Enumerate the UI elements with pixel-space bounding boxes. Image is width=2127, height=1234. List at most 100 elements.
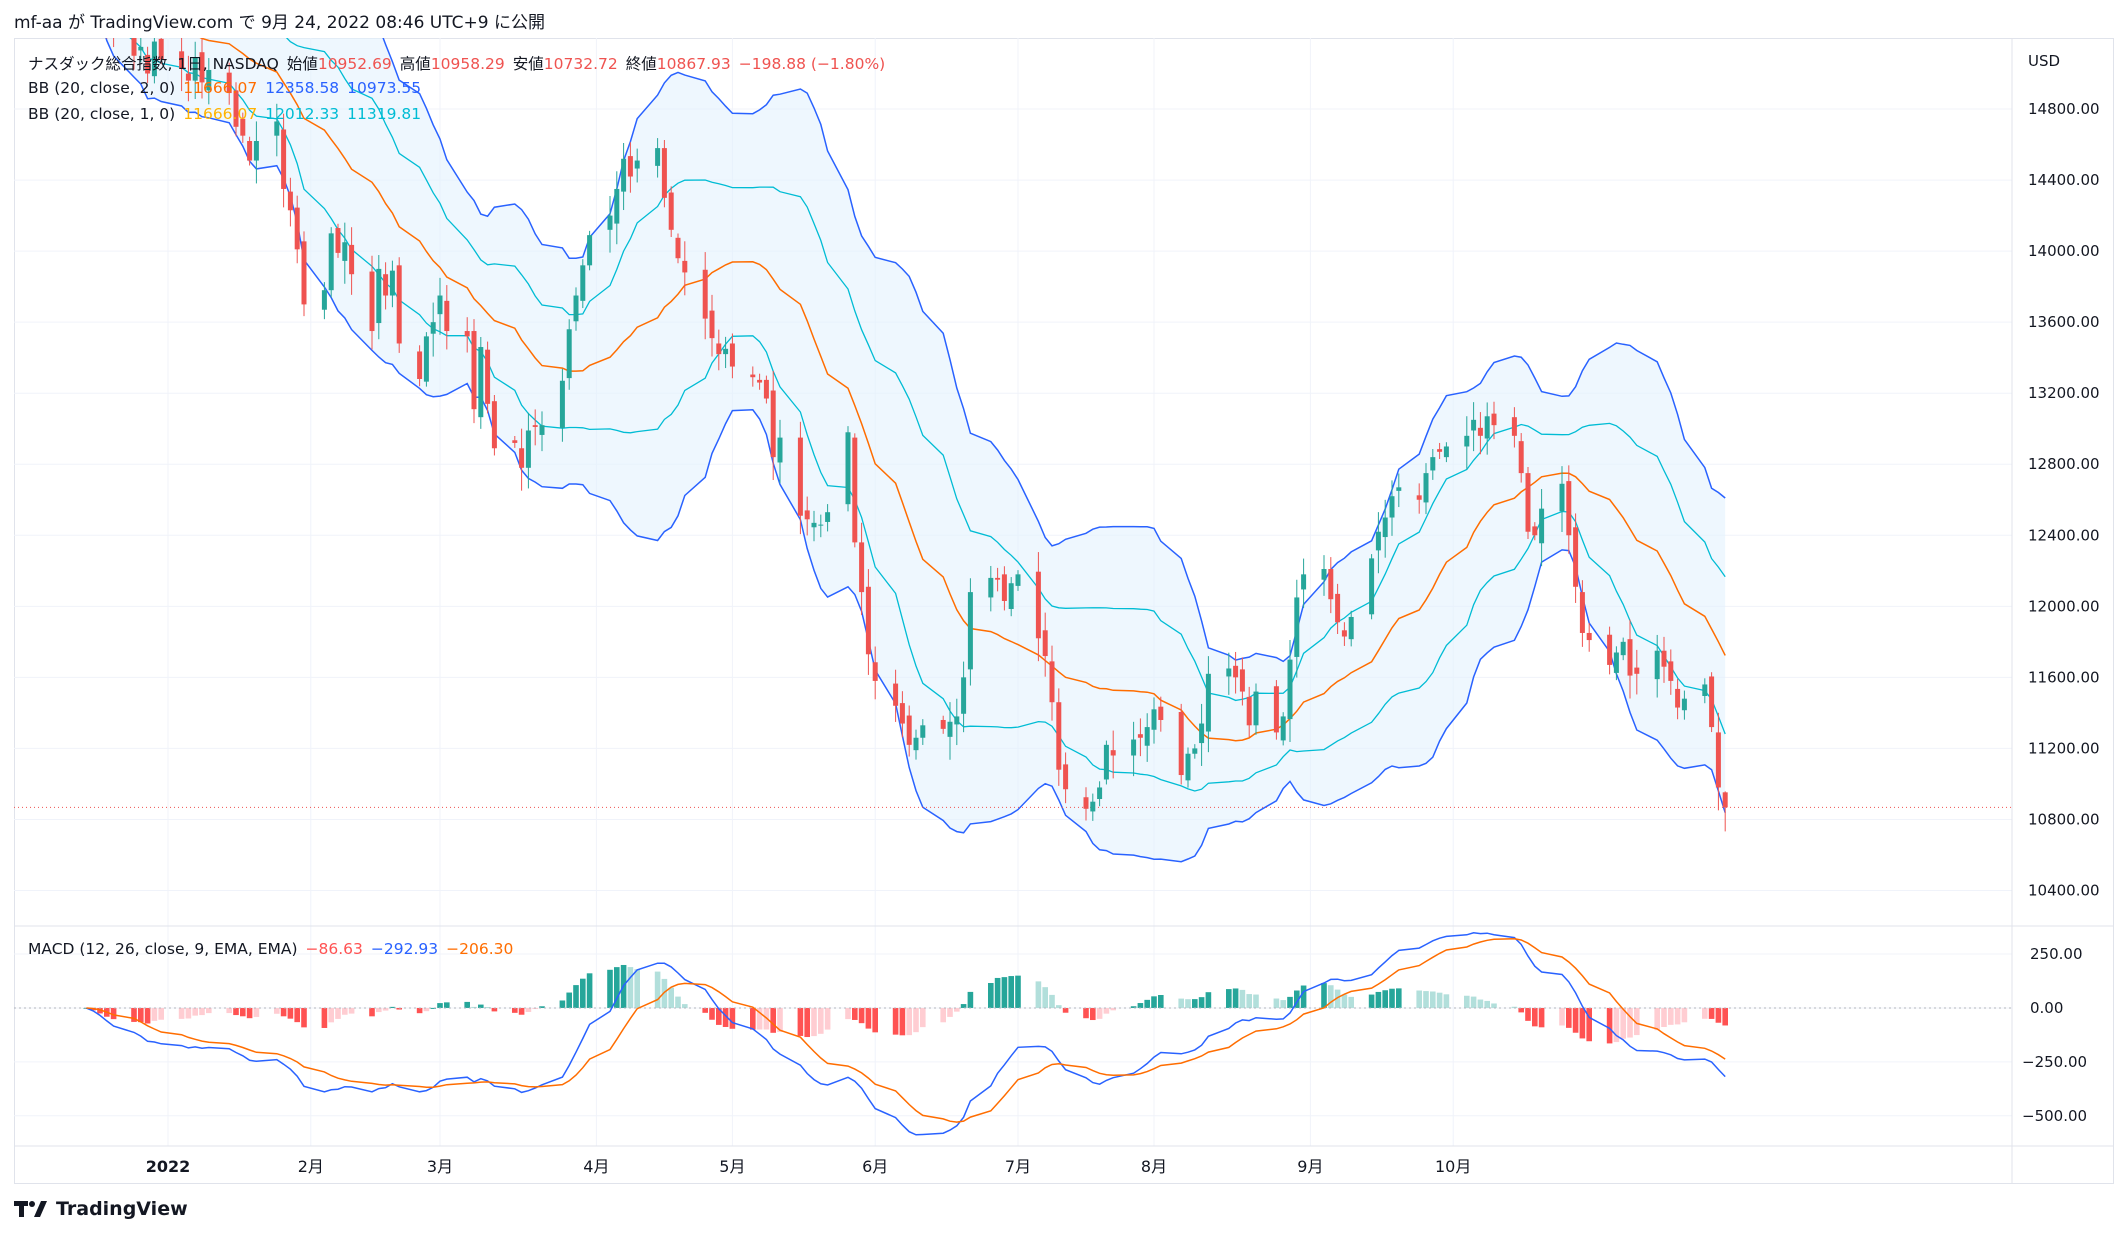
macd-bar <box>423 1007 430 1012</box>
candle <box>566 319 572 390</box>
candle <box>1423 463 1429 515</box>
macd-bar <box>913 1007 919 1033</box>
bb2-lower: 10973.55 <box>347 79 422 97</box>
candle <box>1205 656 1211 753</box>
macd-bar <box>328 1007 334 1023</box>
macd-legend[interactable]: MACD (12, 26, close, 9, EMA, EMA) −86.63−… <box>28 940 521 958</box>
macd-bar <box>1572 1007 1579 1033</box>
macd-bar <box>335 1007 341 1019</box>
macd-bar <box>1436 992 1443 1008</box>
candle <box>1001 566 1007 611</box>
candle <box>723 336 729 369</box>
chart-frame <box>14 38 2114 1184</box>
candle <box>1396 473 1402 508</box>
macd-tick-label: −500.00 <box>2022 1107 2087 1125</box>
macd-bar <box>478 1004 484 1008</box>
candle <box>1103 740 1109 785</box>
macd-bar <box>804 1007 810 1038</box>
candle <box>1369 554 1375 620</box>
footer-brand[interactable]: TradingView <box>14 1198 188 1220</box>
candle <box>1063 752 1069 804</box>
macd-bar <box>301 1007 307 1028</box>
macd-bar <box>1620 1007 1626 1039</box>
candle <box>1484 402 1490 455</box>
time-tick-label: 10月 <box>1435 1157 1471 1176</box>
candle <box>757 373 763 390</box>
candle <box>920 719 926 745</box>
macd-bar <box>750 1007 756 1030</box>
candle <box>98 0 103 20</box>
candle <box>1137 718 1143 757</box>
macd-bar <box>376 1007 382 1013</box>
macd-bar <box>818 1007 824 1034</box>
macd-bar <box>151 1007 158 1021</box>
macd-bar <box>144 1007 151 1024</box>
macd-bar <box>1423 991 1429 1008</box>
macd-bar <box>865 1007 872 1029</box>
macd-bar <box>722 1007 729 1027</box>
macd-bar <box>240 1007 246 1017</box>
macd-bar <box>491 1007 498 1012</box>
candle <box>770 370 776 481</box>
candle <box>559 368 565 442</box>
candle <box>1246 686 1252 737</box>
macd-bar <box>416 1007 423 1014</box>
candle <box>1559 466 1565 532</box>
candle <box>1287 639 1293 742</box>
candle <box>512 436 518 448</box>
macd-bar <box>539 1006 545 1008</box>
candle <box>294 195 300 264</box>
candle <box>226 62 232 105</box>
macd-bar <box>824 1007 831 1030</box>
macd-axis: 250.00 0.00 −250.00 −500.00 <box>2022 945 2087 1125</box>
bb1-upper: 12012.33 <box>265 105 340 123</box>
bb2-legend[interactable]: BB (20, close, 2, 0) 11666.07 12358.58 1097… <box>28 79 429 97</box>
macd-tick-label: 250.00 <box>2030 945 2083 963</box>
candle <box>1532 522 1538 541</box>
candle <box>1192 744 1198 759</box>
candle <box>1083 787 1089 821</box>
candle <box>185 55 191 102</box>
macd-bar <box>382 1007 389 1011</box>
macd-bar <box>1158 995 1164 1008</box>
candle <box>845 426 851 512</box>
bb1-legend[interactable]: BB (20, close, 1, 0) 11666.07 12012.33 1131… <box>28 105 429 123</box>
bb2-basis: 11666.07 <box>183 79 258 97</box>
macd-bar <box>1273 998 1280 1008</box>
macd-bar <box>206 1007 212 1014</box>
candle <box>1675 678 1681 720</box>
macd-bar <box>906 1007 912 1036</box>
low-value: 10732.72 <box>543 55 618 73</box>
macd-value: −292.93 <box>370 940 439 958</box>
macd-bar <box>1484 1000 1490 1008</box>
price-tick-label: 10400.00 <box>2028 881 2100 899</box>
macd-bar <box>1491 1003 1497 1008</box>
price-tick-label: 13600.00 <box>2028 313 2100 331</box>
candle <box>1518 433 1524 483</box>
macd-bar <box>1654 1007 1660 1031</box>
macd-bar <box>464 1001 470 1008</box>
time-tick-label: 9月 <box>1297 1157 1323 1176</box>
price-axis: 10400.00 10800.00 11200.00 11600.00 12000.00… <box>2028 100 2100 899</box>
candle <box>1715 712 1721 811</box>
price-tick-label: 14400.00 <box>2028 171 2100 189</box>
time-tick-label: 4月 <box>583 1157 609 1176</box>
candle <box>1382 499 1388 558</box>
candle <box>1471 402 1477 452</box>
macd-bar <box>988 983 994 1008</box>
candle <box>1035 552 1041 662</box>
candle <box>247 136 253 166</box>
candle <box>145 46 151 83</box>
candle <box>1654 634 1660 698</box>
candle <box>1620 637 1626 661</box>
time-tick-label: 7月 <box>1005 1157 1031 1176</box>
macd-bar <box>185 1007 192 1019</box>
time-tick-label: 8月 <box>1141 1157 1167 1176</box>
macd-bar <box>580 978 586 1008</box>
candle <box>192 41 198 100</box>
price-tick-label: 11600.00 <box>2028 668 2100 686</box>
macd-bar <box>1090 1007 1096 1021</box>
candle <box>587 230 593 271</box>
candle <box>1110 730 1116 779</box>
